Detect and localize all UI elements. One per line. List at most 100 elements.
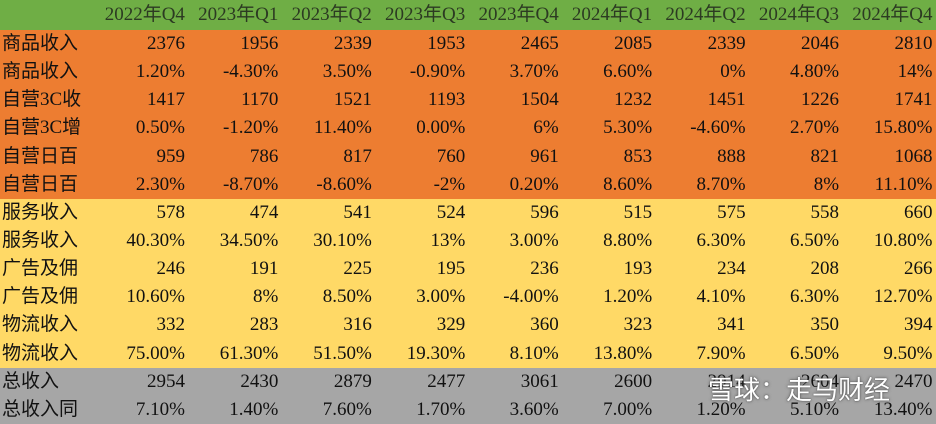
row-label: 商品收入	[0, 58, 95, 87]
cell-value: -4.00%	[468, 283, 563, 312]
cell-value: 360	[468, 311, 563, 341]
row-label: 广告及佣	[0, 255, 95, 284]
cell-value: 4.10%	[655, 283, 750, 312]
cell-value: 6.30%	[749, 283, 844, 312]
cell-value: 8%	[749, 170, 844, 200]
cell-value: 8.70%	[655, 170, 750, 200]
cell-value: 786	[188, 142, 283, 172]
cell-value: 12.70%	[842, 283, 936, 312]
cell-value: 8.80%	[562, 227, 657, 256]
column-header: 2024年Q2	[655, 0, 750, 30]
cell-value: 234	[655, 255, 750, 284]
cell-value: 2954	[95, 367, 189, 397]
row-label: 自营日百	[0, 142, 95, 172]
cell-value: 0.20%	[468, 170, 563, 200]
cell-value: 2477	[375, 367, 470, 397]
cell-value: -4.60%	[655, 114, 750, 144]
cell-value: 817	[281, 142, 376, 172]
row-label: 总收入同	[0, 395, 95, 424]
cell-value: 2339	[281, 30, 376, 59]
cell-value: 40.30%	[95, 227, 189, 256]
cell-value: 316	[281, 311, 376, 341]
cell-value: 193	[562, 255, 657, 284]
column-header: 2023年Q2	[281, 0, 376, 30]
cell-value: 1.20%	[562, 283, 657, 312]
cell-value: 195	[375, 255, 470, 284]
cell-value: 7.10%	[95, 395, 189, 424]
cell-value: 1068	[842, 142, 936, 172]
cell-value: 515	[562, 198, 657, 228]
cell-value: 10.60%	[95, 283, 189, 312]
cell-value: 2376	[95, 30, 189, 59]
cell-value: 1226	[749, 86, 844, 115]
cell-value: 2879	[281, 367, 376, 397]
cell-value: 2600	[562, 367, 657, 397]
cell-value: 7.00%	[562, 395, 657, 424]
cell-value: 13.80%	[562, 339, 657, 369]
cell-value: 236	[468, 255, 563, 284]
cell-value: 13%	[375, 227, 470, 256]
cell-value: 541	[281, 198, 376, 228]
cell-value: 3.70%	[468, 58, 563, 87]
cell-value: 246	[95, 255, 189, 284]
cell-value: 329	[375, 311, 470, 341]
cell-value: 341	[655, 311, 750, 341]
cell-value: 474	[188, 198, 283, 228]
row-label: 服务收入	[0, 227, 95, 256]
cell-value: 5.10%	[749, 395, 844, 424]
cell-value: 1451	[655, 86, 750, 115]
cell-value: 2604	[749, 367, 844, 397]
cell-value: 6.50%	[749, 227, 844, 256]
column-header: 2022年Q4	[95, 0, 189, 30]
cell-value: 1521	[281, 86, 376, 115]
cell-value: 1.40%	[188, 395, 283, 424]
cell-value: 15.80%	[842, 114, 936, 144]
cell-value: 34.50%	[188, 227, 283, 256]
row-label: 物流收入	[0, 339, 95, 369]
row-label: 服务收入	[0, 198, 95, 228]
cell-value: 1956	[188, 30, 283, 59]
header-corner	[0, 0, 95, 30]
cell-value: 6.50%	[749, 339, 844, 369]
cell-value: 3.00%	[468, 227, 563, 256]
cell-value: 1953	[375, 30, 470, 59]
cell-value: 208	[749, 255, 844, 284]
cell-value: 760	[375, 142, 470, 172]
column-header: 2024年Q3	[749, 0, 844, 30]
cell-value: 1232	[562, 86, 657, 115]
cell-value: -1.20%	[188, 114, 283, 144]
cell-value: 323	[562, 311, 657, 341]
cell-value: 888	[655, 142, 750, 172]
cell-value: 9.50%	[842, 339, 936, 369]
cell-value: 6.60%	[562, 58, 657, 87]
row-label: 广告及佣	[0, 283, 95, 312]
cell-value: 1193	[375, 86, 470, 115]
cell-value: 1.70%	[375, 395, 470, 424]
cell-value: 2914	[655, 367, 750, 397]
column-header: 2024年Q4	[842, 0, 936, 30]
cell-value: 2339	[655, 30, 750, 59]
cell-value: -4.30%	[188, 58, 283, 87]
cell-value: 3.00%	[375, 283, 470, 312]
cell-value: 2810	[842, 30, 936, 59]
cell-value: 2430	[188, 367, 283, 397]
cell-value: 2.30%	[95, 170, 189, 200]
cell-value: 61.30%	[188, 339, 283, 369]
row-label: 商品收入	[0, 30, 95, 59]
column-header: 2024年Q1	[562, 0, 657, 30]
row-label: 物流收入	[0, 311, 95, 341]
cell-value: 1.20%	[95, 58, 189, 87]
cell-value: -0.90%	[375, 58, 470, 87]
cell-value: 2046	[749, 30, 844, 59]
row-label: 自营3C增	[0, 114, 95, 144]
cell-value: 2465	[468, 30, 563, 59]
cell-value: 51.50%	[281, 339, 376, 369]
row-label: 总收入	[0, 367, 95, 397]
cell-value: 660	[842, 198, 936, 228]
cell-value: 5.30%	[562, 114, 657, 144]
cell-value: 2085	[562, 30, 657, 59]
cell-value: 19.30%	[375, 339, 470, 369]
cell-value: 4.80%	[749, 58, 844, 87]
cell-value: 191	[188, 255, 283, 284]
